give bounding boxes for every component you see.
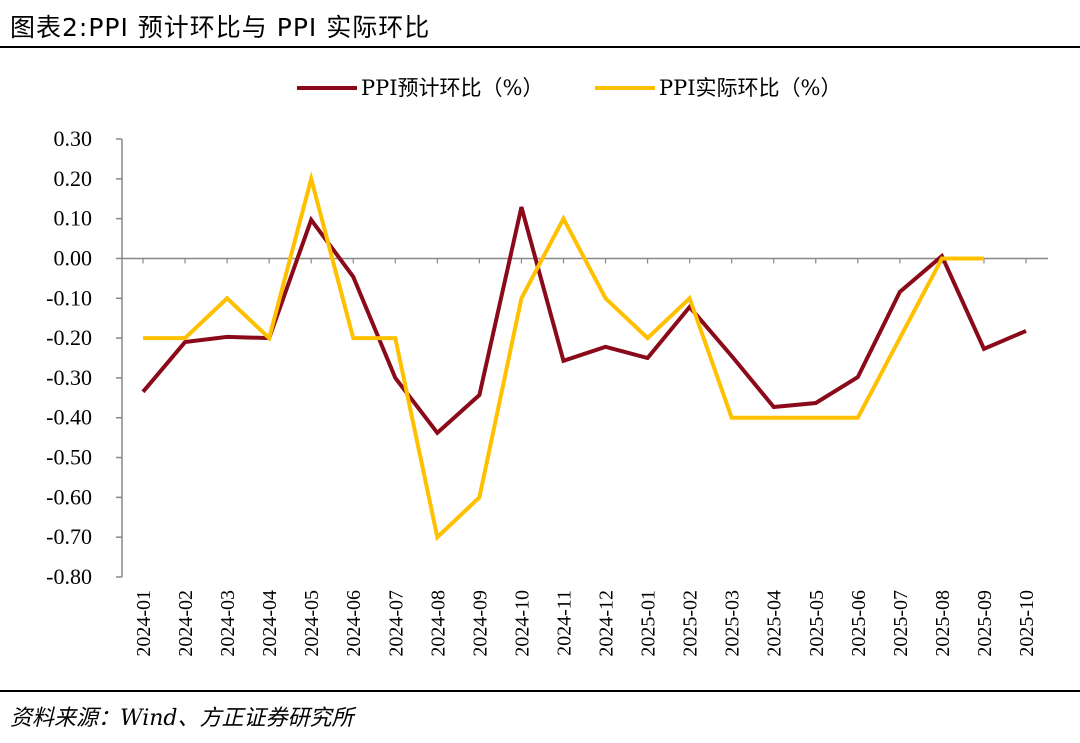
x-tick-label: 2024-10 [511, 590, 533, 657]
x-tick-label: 2025-07 [890, 590, 912, 657]
x-tick-label: 2024-05 [301, 590, 323, 657]
x-tick-label: 2025-10 [1016, 590, 1038, 657]
x-tick-label: 2024-03 [217, 590, 239, 657]
y-tick-label: 0.00 [54, 245, 93, 270]
y-tick-label: -0.70 [46, 524, 92, 549]
x-tick-label: 2024-07 [385, 590, 407, 657]
x-tick-label: 2025-05 [806, 590, 828, 657]
y-tick-label: -0.60 [46, 484, 92, 509]
x-tick-label: 2024-02 [175, 590, 197, 657]
x-tick-label: 2025-09 [974, 590, 996, 657]
y-tick-label: -0.10 [46, 285, 92, 310]
series-line-0 [141, 206, 1027, 436]
x-tick-label: 2024-06 [343, 590, 365, 657]
x-tick-label: 2025-06 [848, 590, 870, 657]
legend-label-0: PPI预计环比（%） [361, 76, 544, 100]
y-tick-label: -0.50 [46, 445, 92, 470]
y-tick-label: -0.80 [46, 564, 92, 589]
x-tick-label: 2025-08 [932, 590, 954, 657]
title-divider [0, 46, 1080, 48]
x-tick-label: 2024-11 [553, 590, 575, 656]
x-tick-label: 2025-04 [764, 590, 786, 657]
y-tick-label: 0.10 [54, 206, 93, 231]
x-tick-label: 2025-02 [680, 590, 702, 657]
y-tick-label: 0.30 [54, 126, 93, 151]
source-note: 资料来源：Wind、方正证券研究所 [10, 706, 354, 731]
chart-title: 图表2:PPI 预计环比与 PPI 实际环比 [10, 13, 431, 42]
x-tick-label: 2024-01 [133, 590, 155, 657]
x-tick-label: 2025-03 [722, 590, 744, 657]
legend-label-1: PPI实际环比（%） [659, 76, 842, 100]
x-tick-label: 2024-04 [259, 590, 281, 657]
y-tick-label: 0.20 [54, 166, 93, 191]
source-divider [0, 690, 1080, 692]
y-tick-label: -0.40 [46, 405, 92, 430]
y-tick-label: -0.20 [46, 325, 92, 350]
line-chart: 0.30 0.20 0.10 0.00 -0.10 -0.20 -0.30 -0.40 -0.5… [46, 76, 1048, 657]
x-tick-label: 2024-12 [596, 590, 618, 657]
x-tick-label: 2025-01 [638, 590, 660, 657]
x-tick-label: 2024-08 [427, 590, 449, 657]
y-tick-label: -0.30 [46, 365, 92, 390]
x-tick-label: 2024-09 [469, 590, 491, 657]
